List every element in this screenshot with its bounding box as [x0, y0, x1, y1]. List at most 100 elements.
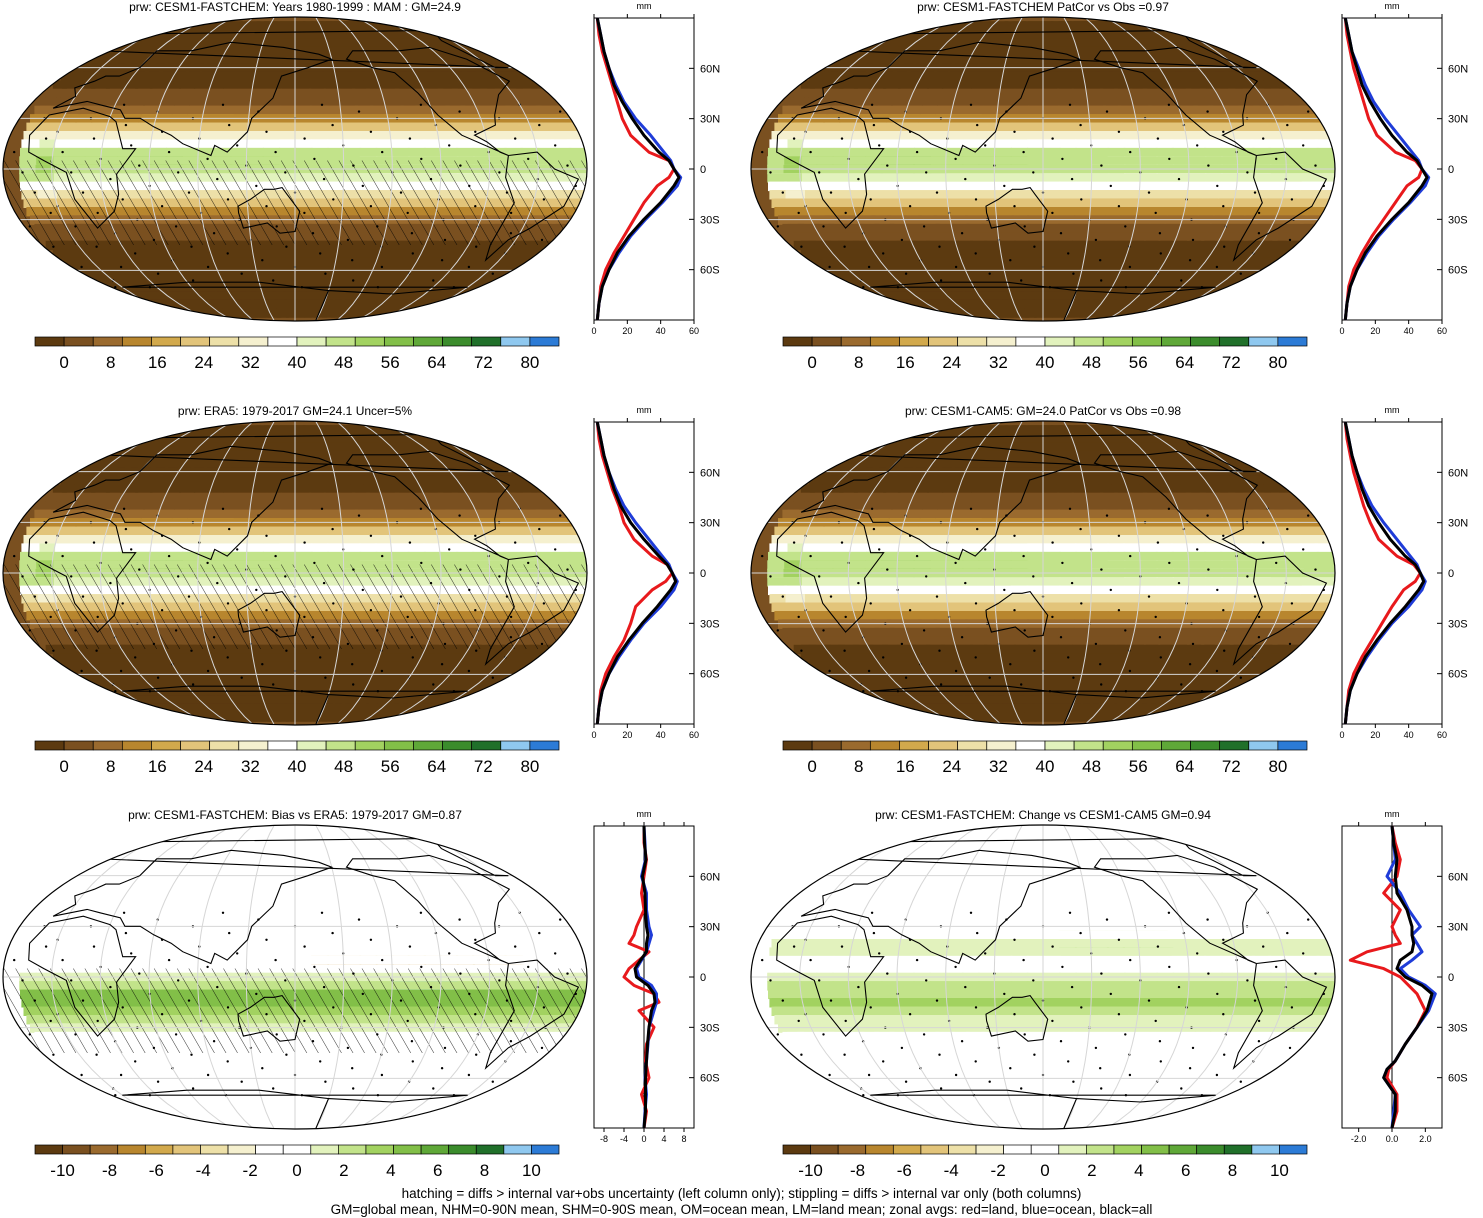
stipple-dot: [409, 541, 411, 543]
colorbar-label: 64: [427, 353, 446, 372]
field-cell: [898, 308, 929, 317]
stipple-dot: [512, 279, 514, 281]
stipple-dot: [324, 677, 326, 679]
stipple-dot: [95, 246, 97, 248]
stipple-dot: [312, 232, 314, 234]
field-cell: [93, 275, 524, 284]
stipple-dot: [411, 636, 413, 638]
stipple-dot: [34, 595, 36, 597]
stipple-dot: [566, 568, 568, 570]
field-cell: [788, 139, 804, 148]
y-tick-label: 0: [700, 568, 706, 580]
stipple-dot: [29, 225, 31, 227]
stipple-dot: [177, 171, 179, 173]
colorbar-swatch: [783, 337, 812, 346]
field-cell: [788, 224, 1321, 233]
field-cell: [122, 704, 151, 713]
field-cell: [818, 476, 824, 485]
stipple-dot: [541, 643, 543, 645]
field-cell: [24, 535, 581, 544]
map-field: [0, 14, 590, 324]
stipple-dot: [352, 164, 354, 166]
stipple-dot: [241, 273, 243, 275]
stipple-dot: [228, 124, 230, 126]
colorbar-swatch: [93, 741, 122, 750]
field-cell: [418, 425, 450, 434]
colorbar-label: 32: [989, 353, 1008, 372]
stipple-dot: [313, 562, 315, 564]
stipple-dot: [120, 670, 122, 672]
stipple-dot: [52, 650, 54, 652]
field-cell: [75, 662, 98, 671]
field-cell: [788, 106, 800, 115]
stipple-dot: [1100, 164, 1102, 166]
stipple-dot: [420, 508, 422, 510]
stipple-dot: [474, 205, 476, 207]
stipple-dot: [319, 656, 321, 658]
field-cell: [784, 173, 802, 182]
world-map: [0, 14, 590, 324]
field-cell: [509, 679, 511, 688]
stipple-dot: [458, 514, 460, 516]
stipple-dot: [236, 548, 238, 550]
colorbar-swatch: [297, 741, 326, 750]
stipple-dot: [1291, 198, 1293, 200]
field-cell: [823, 258, 846, 267]
stipple-dot: [1223, 246, 1225, 248]
colorbar-swatch: [870, 337, 899, 346]
field-cell: [794, 493, 1301, 502]
stipple-dot: [1279, 259, 1281, 261]
stipple-dot: [400, 595, 402, 597]
colorbar-swatch: [35, 741, 64, 750]
stipple-dot: [411, 232, 413, 234]
stipple-dot: [400, 191, 402, 193]
stipple-dot: [412, 656, 414, 658]
stipple-dot: [1024, 225, 1026, 227]
colorbar-label: 64: [427, 757, 446, 776]
stipple-dot: [21, 575, 23, 577]
stipple-dot: [430, 582, 432, 584]
stipple-dot: [192, 683, 194, 685]
stipple-dot: [1207, 164, 1209, 166]
colorbar-swatch: [841, 337, 870, 346]
stipple-dot: [412, 252, 414, 254]
colorbar-swatch: [384, 337, 413, 346]
field-cell: [794, 501, 804, 510]
colorbar-swatch: [355, 741, 384, 750]
field-cell: [67, 249, 90, 258]
x-tick-label: 20: [622, 730, 632, 740]
stipple-dot: [1168, 158, 1170, 160]
field-cell: [786, 148, 802, 157]
stipple-dot: [192, 279, 194, 281]
stipple-dot: [153, 239, 155, 241]
stipple-dot: [432, 279, 434, 281]
stipple-dot: [514, 541, 516, 543]
colorbar-swatch: [1278, 337, 1307, 346]
stipple-dot: [206, 562, 208, 564]
field-cell: [53, 493, 62, 502]
field-cell: [1257, 275, 1259, 284]
stipple-dot: [255, 589, 257, 591]
stipple-dot: [157, 273, 159, 275]
stipple-dot: [82, 191, 84, 193]
stipple-dot: [168, 555, 170, 557]
y-tick-label: 60S: [1448, 265, 1468, 277]
stipple-dot: [175, 629, 177, 631]
colorbar-swatch: [472, 741, 501, 750]
colorbar-label: 72: [474, 757, 493, 776]
field-cell: [767, 156, 1335, 165]
stipple-dot: [1129, 266, 1131, 268]
field-cell: [141, 712, 173, 721]
y-tick-label: 60N: [700, 63, 720, 75]
stipple-dot: [381, 670, 383, 672]
y-tick-label: 0: [1448, 164, 1454, 176]
stipple-dot: [125, 528, 127, 530]
field-cell: [1216, 38, 1245, 47]
stipple-dot: [370, 535, 372, 537]
stipple-dot: [161, 205, 163, 207]
colorbar-label: 16: [148, 757, 167, 776]
stipple-dot: [381, 555, 383, 557]
stipple-dot: [975, 252, 977, 254]
field-cell: [61, 484, 69, 493]
y-tick-label: 60N: [1448, 63, 1468, 75]
